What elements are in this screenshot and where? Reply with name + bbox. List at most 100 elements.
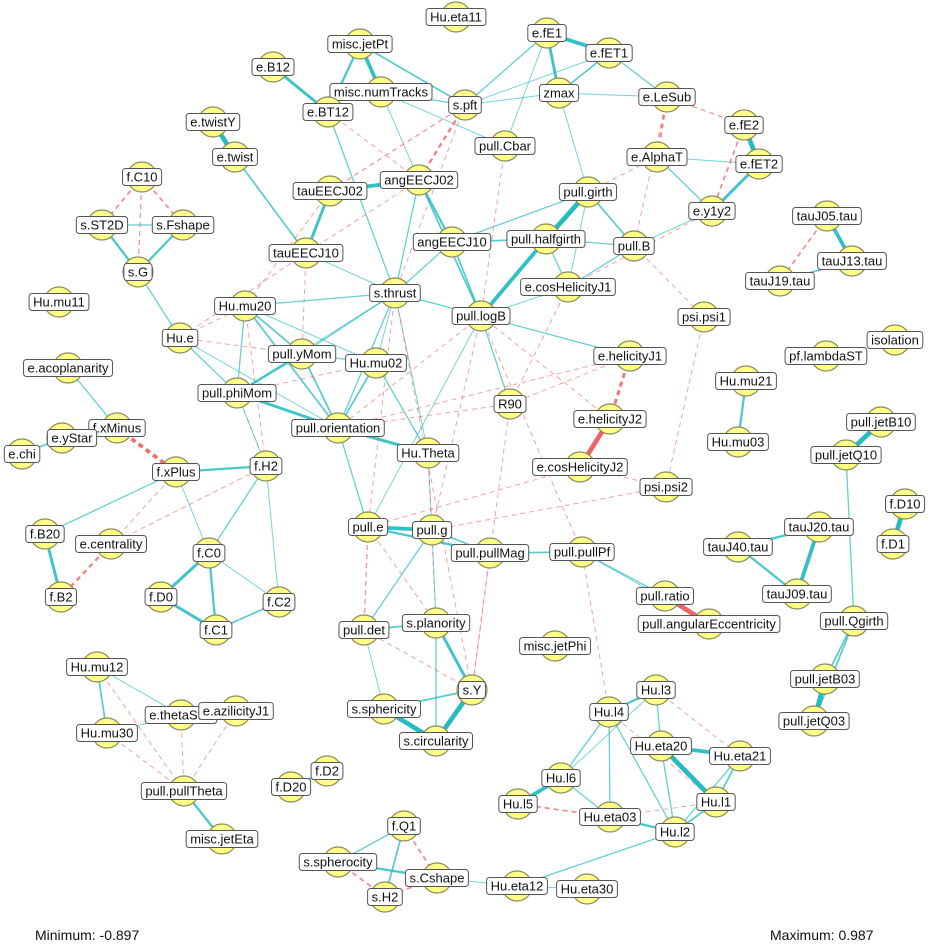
node-pull-det[interactable]: pull.det [338,614,390,646]
node-pull-ratio[interactable]: pull.ratio [635,580,695,612]
node-f-C2[interactable]: f.C2 [262,586,296,618]
node-e-B12[interactable]: e.B12 [251,51,295,83]
node-tauEECJ10[interactable]: tauEECJ10 [268,237,344,269]
node-tauJ40-tau[interactable]: tauJ40.tau [703,531,773,563]
node-Hu-eta30[interactable]: Hu.eta30 [556,873,618,905]
node-f-D2[interactable]: f.D2 [310,755,344,787]
node-Hu-e[interactable]: Hu.e [161,322,199,354]
node-s-circularity[interactable]: s.circularity [399,725,473,757]
node-pull-phiMom[interactable]: pull.phiMom [197,377,277,409]
node-zmax[interactable]: zmax [539,77,580,109]
node-Hu-l3[interactable]: Hu.l3 [636,674,676,706]
node-pull-jetB03[interactable]: pull.jetB03 [790,663,860,695]
node-e-helicityJ2[interactable]: e.helicityJ2 [573,403,647,435]
node-f-xMinus[interactable]: f.xMinus [88,412,146,444]
node-Hu-eta11[interactable]: Hu.eta11 [425,1,487,33]
node-pull-jetQ10[interactable]: pull.jetQ10 [810,439,882,471]
node-s-ST2D[interactable]: s.ST2D [75,209,129,241]
node-Hu-eta03[interactable]: Hu.eta03 [579,801,641,833]
node-Hu-l6[interactable]: Hu.l6 [541,762,581,794]
node-e-cosHelicityJ1[interactable]: e.cosHelicityJ1 [520,271,616,303]
node-s-Y[interactable]: s.Y [456,674,488,706]
node-pull-orientation[interactable]: pull.orientation [291,412,385,444]
node-pull-g[interactable]: pull.g [412,514,453,546]
node-tauJ05-tau[interactable]: tauJ05.tau [792,200,862,232]
node-tauEECJ02[interactable]: tauEECJ02 [292,175,368,207]
node-pull-jetQ03[interactable]: pull.jetQ03 [778,705,850,737]
node-pull-yMom[interactable]: pull.yMom [267,338,337,370]
node-e-chi[interactable]: e.chi [3,438,41,470]
node-tauJ19-tau[interactable]: tauJ19.tau [745,265,815,297]
node-s-sphericity[interactable]: s.sphericity [347,693,421,725]
node-s-spherocity[interactable]: s.spherocity [298,846,378,878]
node-s-Fshape[interactable]: s.Fshape [151,209,215,241]
node-angEECJ10[interactable]: angEECJ10 [412,226,492,258]
node-f-D20[interactable]: f.D20 [271,771,312,803]
node-Hu-l1[interactable]: Hu.l1 [696,786,736,818]
node-pull-jetB10[interactable]: pull.jetB10 [846,406,916,438]
node-f-D0[interactable]: f.D0 [144,581,178,613]
node-e-azilicityJ1[interactable]: e.azilicityJ1 [198,695,274,727]
node-e-cosHelicityJ2[interactable]: e.cosHelicityJ2 [532,451,628,483]
node-e-fE2[interactable]: e.fE2 [724,109,764,141]
node-s-H2[interactable]: s.H2 [367,881,403,913]
node-e-yStar[interactable]: e.yStar [46,422,98,454]
node-Hu-eta12[interactable]: Hu.eta12 [486,870,548,902]
node-e-BT12[interactable]: e.BT12 [302,96,354,128]
node-pull-Qgirth[interactable]: pull.Qgirth [819,605,889,637]
node-Hu-l5[interactable]: Hu.l5 [498,788,538,820]
node-isolation[interactable]: isolation [866,324,924,356]
node-Hu-l2[interactable]: Hu.l2 [655,816,695,848]
node-s-pft[interactable]: s.pft [448,89,482,121]
node-f-C10[interactable]: f.C10 [122,161,163,193]
node-pull-pullMag[interactable]: pull.pullMag [450,537,530,569]
node-Hu-mu21[interactable]: Hu.mu21 [715,365,777,397]
node-s-G[interactable]: s.G [122,256,154,288]
node-pull-logB[interactable]: pull.logB [451,300,511,332]
node-f-Q1[interactable]: f.Q1 [387,810,421,842]
node-tauJ13-tau[interactable]: tauJ13.tau [817,245,887,277]
node-Hu-mu03[interactable]: Hu.mu03 [707,426,769,458]
node-e-twistY[interactable]: e.twistY [185,106,241,138]
node-tauJ09-tau[interactable]: tauJ09.tau [762,578,832,610]
node-Hu-Theta[interactable]: Hu.Theta [396,437,460,469]
node-f-xPlus[interactable]: f.xPlus [152,456,200,488]
node-pull-pullTheta[interactable]: pull.pullTheta [140,775,228,807]
node-tauJ20-tau[interactable]: tauJ20.tau [784,511,854,543]
node-f-C0[interactable]: f.C0 [192,537,226,569]
node-pull-pullPf[interactable]: pull.pullPf [549,536,615,568]
node-Hu-mu12[interactable]: Hu.mu12 [66,651,128,683]
node-Hu-mu30[interactable]: Hu.mu30 [76,717,138,749]
node-pull-B[interactable]: pull.B [613,230,655,262]
node-pf-lambdaST[interactable]: pf.lambdaST [784,340,868,372]
node-Hu-eta20[interactable]: Hu.eta20 [630,730,692,762]
node-e-AlphaT[interactable]: e.AlphaT [626,141,688,173]
node-pull-e[interactable]: pull.e [348,511,389,543]
node-pull-angularEccentricity[interactable]: pull.angularEccentricity [637,608,781,640]
node-R90[interactable]: R90 [493,388,527,420]
node-e-y1y2[interactable]: e.y1y2 [688,195,736,227]
node-angEECJ02[interactable]: angEECJ02 [379,164,459,196]
node-psi-psi1[interactable]: psi.psi1 [677,301,731,333]
node-Hu-l4[interactable]: Hu.l4 [589,696,629,728]
node-e-fE1[interactable]: e.fE1 [527,17,567,49]
node-f-D10[interactable]: f.D10 [885,488,926,520]
node-f-D1[interactable]: f.D1 [876,528,910,560]
node-s-planority[interactable]: s.planority [401,607,471,639]
node-pull-halfgirth[interactable]: pull.halfgirth [506,223,586,255]
node-f-B20[interactable]: f.B20 [25,518,65,550]
node-e-fET1[interactable]: e.fET1 [585,37,633,69]
node-e-fET2[interactable]: e.fET2 [735,148,783,180]
node-e-LeSub[interactable]: e.LeSub [638,81,696,113]
node-misc-jetPt[interactable]: misc.jetPt [327,28,393,60]
node-s-thrust[interactable]: s.thrust [369,277,421,309]
node-s-Cshape[interactable]: s.Cshape [405,862,469,894]
node-Hu-mu20[interactable]: Hu.mu20 [214,290,276,322]
node-f-B2[interactable]: f.B2 [44,581,78,613]
node-Hu-mu02[interactable]: Hu.mu02 [345,347,407,379]
node-e-acoplanarity[interactable]: e.acoplanarity [23,352,113,384]
node-e-twist[interactable]: e.twist [212,141,258,173]
node-e-centrality[interactable]: e.centrality [75,528,147,560]
node-f-C1[interactable]: f.C1 [199,614,233,646]
node-f-H2[interactable]: f.H2 [249,450,283,482]
